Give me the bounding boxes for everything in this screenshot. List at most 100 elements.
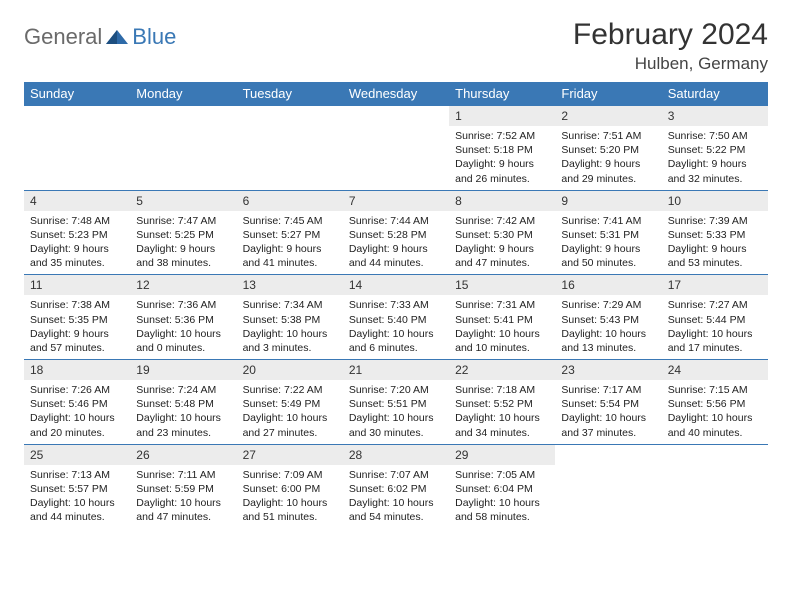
cell-body: Sunrise: 7:42 AMSunset: 5:30 PMDaylight:… — [449, 211, 555, 275]
sunrise-text: Sunrise: 7:07 AM — [349, 468, 443, 482]
cell-body: Sunrise: 7:33 AMSunset: 5:40 PMDaylight:… — [343, 295, 449, 359]
sunrise-text: Sunrise: 7:50 AM — [668, 129, 762, 143]
calendar-cell: 21Sunrise: 7:20 AMSunset: 5:51 PMDayligh… — [343, 359, 449, 444]
day-number: 14 — [343, 274, 449, 295]
calendar-cell — [237, 105, 343, 190]
sunset-text: Sunset: 5:43 PM — [561, 313, 655, 327]
daylight-text: Daylight: 10 hours and 3 minutes. — [243, 327, 337, 355]
day-number: 19 — [130, 359, 236, 380]
day-number: 1 — [449, 105, 555, 126]
calendar-cell: 29Sunrise: 7:05 AMSunset: 6:04 PMDayligh… — [449, 444, 555, 529]
sunset-text: Sunset: 5:52 PM — [455, 397, 549, 411]
daylight-text: Daylight: 10 hours and 51 minutes. — [243, 496, 337, 524]
cell-body: Sunrise: 7:09 AMSunset: 6:00 PMDaylight:… — [237, 465, 343, 529]
calendar-cell: 18Sunrise: 7:26 AMSunset: 5:46 PMDayligh… — [24, 359, 130, 444]
logo-triangle-icon — [104, 28, 130, 46]
day-number: 29 — [449, 444, 555, 465]
day-number: 4 — [24, 190, 130, 211]
cell-body: Sunrise: 7:11 AMSunset: 5:59 PMDaylight:… — [130, 465, 236, 529]
day-number: 22 — [449, 359, 555, 380]
sunrise-text: Sunrise: 7:24 AM — [136, 383, 230, 397]
cell-body: Sunrise: 7:18 AMSunset: 5:52 PMDaylight:… — [449, 380, 555, 444]
cell-body: Sunrise: 7:34 AMSunset: 5:38 PMDaylight:… — [237, 295, 343, 359]
header-row: General Blue February 2024 Hulben, Germa… — [24, 18, 768, 74]
daylight-text: Daylight: 9 hours and 41 minutes. — [243, 242, 337, 270]
day-number: 3 — [662, 105, 768, 126]
daylight-text: Daylight: 10 hours and 0 minutes. — [136, 327, 230, 355]
sunset-text: Sunset: 5:59 PM — [136, 482, 230, 496]
cell-body: Sunrise: 7:05 AMSunset: 6:04 PMDaylight:… — [449, 465, 555, 529]
daylight-text: Daylight: 9 hours and 47 minutes. — [455, 242, 549, 270]
title-block: February 2024 Hulben, Germany — [573, 18, 768, 74]
sunrise-text: Sunrise: 7:33 AM — [349, 298, 443, 312]
daylight-text: Daylight: 10 hours and 13 minutes. — [561, 327, 655, 355]
day-number: 20 — [237, 359, 343, 380]
calendar-cell: 5Sunrise: 7:47 AMSunset: 5:25 PMDaylight… — [130, 190, 236, 275]
day-number: 11 — [24, 274, 130, 295]
cell-body: Sunrise: 7:50 AMSunset: 5:22 PMDaylight:… — [662, 126, 768, 190]
sunrise-text: Sunrise: 7:20 AM — [349, 383, 443, 397]
sunrise-text: Sunrise: 7:29 AM — [561, 298, 655, 312]
cell-body: Sunrise: 7:45 AMSunset: 5:27 PMDaylight:… — [237, 211, 343, 275]
sunrise-text: Sunrise: 7:13 AM — [30, 468, 124, 482]
sunset-text: Sunset: 5:22 PM — [668, 143, 762, 157]
sunrise-text: Sunrise: 7:22 AM — [243, 383, 337, 397]
cell-body: Sunrise: 7:26 AMSunset: 5:46 PMDaylight:… — [24, 380, 130, 444]
calendar-cell: 15Sunrise: 7:31 AMSunset: 5:41 PMDayligh… — [449, 274, 555, 359]
sunset-text: Sunset: 5:51 PM — [349, 397, 443, 411]
logo-text-general: General — [24, 24, 102, 50]
day-number: 25 — [24, 444, 130, 465]
sunset-text: Sunset: 6:02 PM — [349, 482, 443, 496]
daylight-text: Daylight: 10 hours and 44 minutes. — [30, 496, 124, 524]
day-number: 7 — [343, 190, 449, 211]
calendar-week: 1Sunrise: 7:52 AMSunset: 5:18 PMDaylight… — [24, 105, 768, 190]
day-number: 26 — [130, 444, 236, 465]
calendar-cell: 11Sunrise: 7:38 AMSunset: 5:35 PMDayligh… — [24, 274, 130, 359]
daylight-text: Daylight: 10 hours and 27 minutes. — [243, 411, 337, 439]
calendar-cell: 9Sunrise: 7:41 AMSunset: 5:31 PMDaylight… — [555, 190, 661, 275]
day-number: 15 — [449, 274, 555, 295]
cell-body: Sunrise: 7:07 AMSunset: 6:02 PMDaylight:… — [343, 465, 449, 529]
calendar-cell: 27Sunrise: 7:09 AMSunset: 6:00 PMDayligh… — [237, 444, 343, 529]
day-header-sat: Saturday — [662, 82, 768, 105]
sunrise-text: Sunrise: 7:41 AM — [561, 214, 655, 228]
sunset-text: Sunset: 5:44 PM — [668, 313, 762, 327]
sunset-text: Sunset: 5:54 PM — [561, 397, 655, 411]
calendar-cell: 26Sunrise: 7:11 AMSunset: 5:59 PMDayligh… — [130, 444, 236, 529]
calendar-cell: 22Sunrise: 7:18 AMSunset: 5:52 PMDayligh… — [449, 359, 555, 444]
cell-body: Sunrise: 7:24 AMSunset: 5:48 PMDaylight:… — [130, 380, 236, 444]
cell-body: Sunrise: 7:47 AMSunset: 5:25 PMDaylight:… — [130, 211, 236, 275]
daylight-text: Daylight: 10 hours and 58 minutes. — [455, 496, 549, 524]
calendar-week: 25Sunrise: 7:13 AMSunset: 5:57 PMDayligh… — [24, 444, 768, 529]
sunset-text: Sunset: 5:35 PM — [30, 313, 124, 327]
daylight-text: Daylight: 10 hours and 47 minutes. — [136, 496, 230, 524]
day-number: 10 — [662, 190, 768, 211]
sunrise-text: Sunrise: 7:27 AM — [668, 298, 762, 312]
cell-body: Sunrise: 7:44 AMSunset: 5:28 PMDaylight:… — [343, 211, 449, 275]
day-number: 2 — [555, 105, 661, 126]
daylight-text: Daylight: 10 hours and 34 minutes. — [455, 411, 549, 439]
sunrise-text: Sunrise: 7:15 AM — [668, 383, 762, 397]
daylight-text: Daylight: 9 hours and 38 minutes. — [136, 242, 230, 270]
daylight-text: Daylight: 10 hours and 17 minutes. — [668, 327, 762, 355]
sunset-text: Sunset: 5:36 PM — [136, 313, 230, 327]
daylight-text: Daylight: 10 hours and 40 minutes. — [668, 411, 762, 439]
calendar-cell — [662, 444, 768, 529]
sunset-text: Sunset: 6:04 PM — [455, 482, 549, 496]
cell-body: Sunrise: 7:20 AMSunset: 5:51 PMDaylight:… — [343, 380, 449, 444]
day-number: 18 — [24, 359, 130, 380]
day-number — [555, 444, 661, 451]
calendar-week: 18Sunrise: 7:26 AMSunset: 5:46 PMDayligh… — [24, 359, 768, 444]
calendar-cell — [24, 105, 130, 190]
sunset-text: Sunset: 5:18 PM — [455, 143, 549, 157]
sunset-text: Sunset: 5:28 PM — [349, 228, 443, 242]
day-header-sun: Sunday — [24, 82, 130, 105]
sunset-text: Sunset: 5:56 PM — [668, 397, 762, 411]
sunset-text: Sunset: 5:20 PM — [561, 143, 655, 157]
calendar-week: 4Sunrise: 7:48 AMSunset: 5:23 PMDaylight… — [24, 190, 768, 275]
day-number — [130, 105, 236, 112]
daylight-text: Daylight: 10 hours and 10 minutes. — [455, 327, 549, 355]
sunrise-text: Sunrise: 7:51 AM — [561, 129, 655, 143]
day-header-tue: Tuesday — [237, 82, 343, 105]
logo-text-blue: Blue — [132, 24, 176, 50]
